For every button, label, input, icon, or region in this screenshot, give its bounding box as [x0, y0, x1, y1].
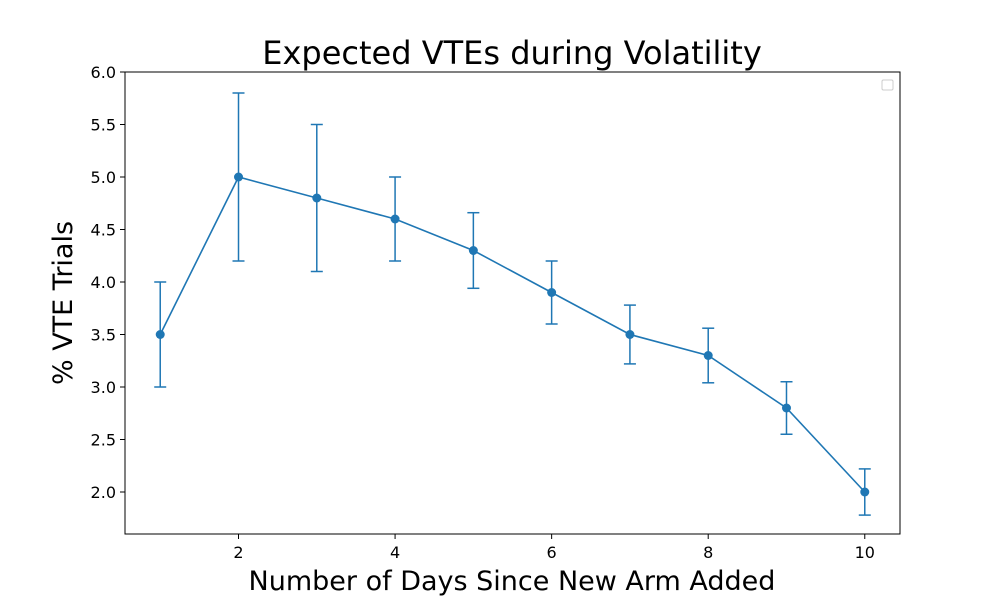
- y-tick-label: 6.0: [91, 63, 116, 82]
- data-point: [703, 351, 713, 360]
- data-point: [860, 487, 870, 497]
- data-point: [155, 330, 165, 339]
- y-tick-label: 4.0: [91, 273, 116, 292]
- y-axis: 2.0 2.5 3.0 3.5 4.0 4.5 5.0 5.5 6.0: [91, 63, 125, 502]
- data-point: [625, 330, 635, 339]
- series-line: [159, 176, 866, 493]
- x-tick-label: 6: [547, 543, 557, 562]
- y-axis-label: % VTE Trials: [48, 221, 79, 385]
- y-tick-label: 5.0: [91, 168, 116, 187]
- x-tick-label: 2: [233, 543, 243, 562]
- data-point: [390, 214, 400, 224]
- data-point: [312, 193, 322, 203]
- x-axis-label: Number of Days Since New Arm Added: [249, 566, 776, 597]
- data-point: [781, 403, 791, 413]
- plot-area: [124, 71, 901, 535]
- data-point: [234, 172, 244, 182]
- y-tick-label: 3.5: [91, 326, 116, 345]
- x-tick-label: 4: [390, 543, 400, 562]
- x-tick-label: 10: [855, 543, 875, 562]
- y-tick-label: 2.0: [91, 483, 116, 502]
- data-point: [468, 246, 478, 255]
- series-line-group: [159, 176, 866, 493]
- x-tick-label: 8: [703, 543, 713, 562]
- data-point: [547, 288, 557, 297]
- legend-box: [881, 79, 894, 91]
- y-tick-label: 4.5: [91, 221, 116, 240]
- y-tick-label: 3.0: [91, 378, 116, 397]
- x-axis: 2 4 6 8 10: [233, 534, 875, 562]
- y-tick-label: 2.5: [91, 431, 116, 450]
- data-points: [155, 172, 870, 497]
- chart-title: Expected VTEs during Volatility: [262, 34, 762, 72]
- y-tick-label: 5.5: [91, 116, 116, 135]
